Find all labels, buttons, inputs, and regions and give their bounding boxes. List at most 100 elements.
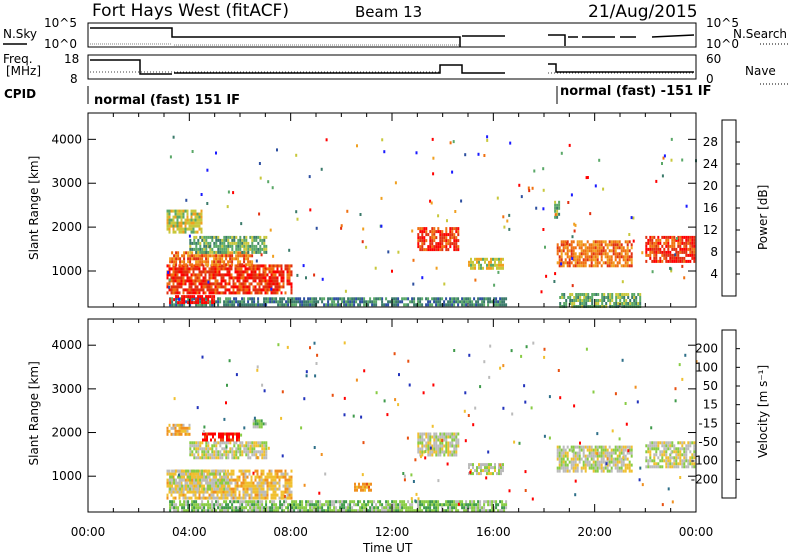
range-gate-cell	[285, 506, 288, 510]
range-gate-cell	[183, 475, 186, 479]
range-gate-cell	[195, 441, 198, 445]
range-gate-cell	[257, 441, 260, 445]
range-gate-cell	[243, 241, 246, 245]
range-gate-cell	[339, 297, 342, 301]
range-gate-cell	[421, 444, 424, 448]
range-gate-cell	[253, 247, 256, 251]
range-gate-cell	[685, 238, 688, 242]
range-gate-cell	[570, 463, 573, 467]
range-gate-cell	[443, 450, 446, 454]
range-gate-cell	[451, 227, 454, 231]
range-gate-cell	[196, 279, 199, 283]
range-gate-cell	[234, 291, 237, 295]
range-gate-cell	[235, 254, 238, 258]
range-gate-cell	[594, 243, 597, 247]
range-gate-cell	[265, 441, 268, 445]
range-gate-cell	[562, 469, 565, 473]
range-gate-cell	[280, 475, 283, 479]
range-gate-cell	[584, 258, 587, 262]
range-gate-cell	[252, 496, 255, 500]
colorbar-tick-label: 200	[695, 342, 718, 356]
range-gate-cell	[477, 503, 480, 507]
range-gate-cell	[463, 509, 466, 513]
range-gate-cell	[437, 227, 440, 231]
range-gate-cell	[503, 225, 506, 229]
range-gate-cell	[174, 285, 177, 289]
range-gate-cell	[214, 273, 217, 277]
range-gate-cell	[267, 180, 270, 184]
range-gate-cell	[411, 297, 414, 301]
range-gate-cell	[232, 432, 234, 436]
range-gate-cell	[184, 279, 187, 283]
range-gate-cell	[178, 221, 181, 225]
range-gate-cell	[176, 282, 179, 286]
range-gate-cell	[681, 241, 684, 245]
range-gate-cell	[260, 425, 263, 429]
range-gate-cell	[620, 246, 623, 250]
range-gate-cell	[236, 288, 239, 292]
range-gate-cell	[597, 302, 600, 305]
range-gate-cell	[254, 496, 257, 500]
range-gate-cell	[630, 469, 633, 473]
range-gate-cell	[232, 435, 234, 439]
range-gate-cell	[451, 300, 454, 304]
range-gate-cell	[651, 444, 654, 448]
range-gate-cell	[266, 490, 269, 494]
range-gate-cell	[212, 276, 215, 280]
range-gate-cell	[468, 263, 470, 267]
range-gate-cell	[195, 244, 198, 248]
range-gate-cell	[501, 509, 504, 513]
range-gate-cell	[401, 506, 404, 510]
range-gate-cell	[266, 487, 269, 491]
range-gate-cell	[592, 457, 595, 461]
range-gate-cell	[200, 212, 203, 216]
range-gate-cell	[274, 493, 277, 497]
range-gate-cell	[433, 438, 436, 442]
range-gate-cell	[471, 500, 474, 504]
data-patch	[554, 200, 561, 219]
range-gate-cell	[192, 487, 195, 491]
data-patch	[166, 423, 191, 436]
range-gate-cell	[604, 252, 607, 256]
range-gate-cell	[362, 227, 365, 231]
range-gate-cell	[604, 466, 607, 470]
range-gate-cell	[184, 481, 187, 485]
range-gate-cell	[232, 496, 235, 500]
range-gate-cell	[282, 475, 285, 479]
range-gate-cell	[413, 509, 416, 513]
range-gate-cell	[201, 478, 204, 482]
range-gate-cell	[582, 448, 585, 452]
range-gate-cell	[610, 457, 613, 461]
range-gate-cell	[679, 241, 682, 245]
range-gate-cell	[203, 484, 206, 488]
range-gate-cell	[276, 288, 279, 292]
range-gate-cell	[252, 484, 255, 488]
range-gate-cell	[524, 400, 527, 404]
range-gate-cell	[661, 503, 664, 507]
range-gate-cell	[663, 450, 666, 454]
range-gate-cell	[247, 303, 250, 307]
range-gate-cell	[595, 299, 598, 302]
range-gate-cell	[439, 450, 442, 454]
range-gate-cell	[225, 509, 228, 513]
range-gate-cell	[584, 264, 587, 268]
range-gate-cell	[224, 484, 227, 488]
range-gate-cell	[558, 246, 561, 250]
range-gate-cell	[622, 463, 625, 467]
range-gate-cell	[199, 297, 202, 301]
range-gate-cell	[665, 444, 668, 448]
range-gate-cell	[214, 282, 217, 286]
range-gate-cell	[254, 478, 257, 482]
range-gate-cell	[223, 250, 226, 254]
range-gate-cell	[677, 256, 680, 260]
range-gate-cell	[411, 503, 414, 507]
range-gate-cell	[229, 235, 232, 239]
range-gate-cell	[671, 244, 674, 248]
range-gate-cell	[673, 462, 676, 466]
range-gate-cell	[681, 264, 684, 268]
range-gate-cell	[266, 279, 269, 283]
range-gate-cell	[437, 303, 440, 307]
range-gate-cell	[256, 425, 259, 429]
range-gate-cell	[169, 257, 172, 261]
